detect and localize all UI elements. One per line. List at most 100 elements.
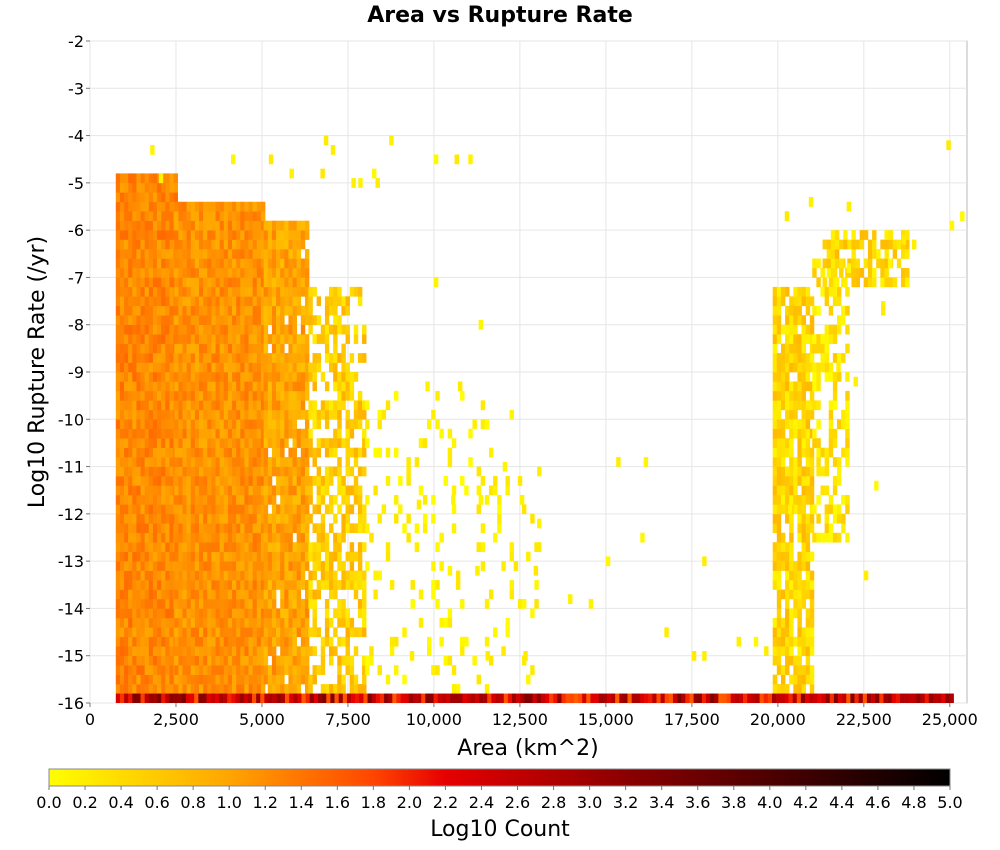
heatmap-bin <box>337 353 342 363</box>
heatmap-bin <box>244 457 249 467</box>
heatmap-bin <box>837 466 842 477</box>
heatmap-bin <box>240 220 245 231</box>
heatmap-bin <box>174 570 179 581</box>
heatmap-bin <box>223 428 229 439</box>
heatmap-bin <box>280 381 285 392</box>
heatmap-bin <box>263 438 269 448</box>
heatmap-bin <box>345 409 350 420</box>
heatmap-bin <box>324 305 330 316</box>
heatmap-bin <box>215 589 220 600</box>
heatmap-bin <box>243 693 249 703</box>
heatmap-bin <box>252 589 258 600</box>
heatmap-bin <box>240 239 245 250</box>
heatmap-bin <box>124 580 129 590</box>
heatmap-bin <box>194 447 200 458</box>
heatmap-bin <box>851 239 856 250</box>
heatmap-bin <box>174 466 179 477</box>
heatmap-bin <box>805 589 811 600</box>
heatmap-bin <box>793 343 798 354</box>
heatmap-bin <box>362 523 367 534</box>
heatmap-bin <box>341 400 346 411</box>
heatmap-bin <box>304 617 310 628</box>
heatmap-bin <box>186 580 192 590</box>
heatmap-bin <box>362 684 367 694</box>
heatmap-bin <box>822 258 827 269</box>
heatmap-bin <box>288 305 293 316</box>
heatmap-bin <box>362 617 367 628</box>
heatmap-bin <box>801 296 806 307</box>
heatmap-bin <box>363 693 368 703</box>
heatmap-bin <box>178 513 183 524</box>
heatmap-bin <box>507 693 513 703</box>
heatmap-bin <box>128 476 133 486</box>
heatmap-bin <box>169 286 174 297</box>
heatmap-bin <box>753 636 759 647</box>
heatmap-bin <box>248 551 253 562</box>
heatmap-bin <box>136 419 141 430</box>
heatmap-bin <box>304 296 310 307</box>
heatmap-bin <box>296 362 302 373</box>
heatmap-bin <box>144 409 150 420</box>
colorbar-tick-label: 2.6 <box>505 793 530 812</box>
heatmap-bin <box>793 494 798 505</box>
heatmap-bin <box>300 485 306 496</box>
heatmap-bin <box>223 372 229 382</box>
heatmap-bin <box>797 598 802 609</box>
heatmap-bin <box>203 381 208 392</box>
heatmap-bin <box>219 570 225 581</box>
heatmap-bin <box>186 296 192 307</box>
heatmap-bin <box>789 617 794 628</box>
heatmap-bin <box>772 693 777 703</box>
heatmap-bin <box>178 267 183 278</box>
heatmap-bin <box>776 636 782 647</box>
heatmap-bin <box>232 267 237 278</box>
heatmap-bin <box>199 305 204 316</box>
heatmap-bin <box>186 362 192 373</box>
heatmap-bin <box>178 258 183 269</box>
heatmap-bin <box>227 580 233 590</box>
heatmap-bin <box>144 390 150 401</box>
heatmap-bin <box>418 589 424 600</box>
heatmap-bin <box>132 277 137 288</box>
heatmap-bin <box>296 617 302 628</box>
heatmap-bins <box>115 135 965 703</box>
colorbar-tick-label: 2.8 <box>541 793 566 812</box>
heatmap-bin <box>373 589 378 600</box>
heatmap-bin <box>330 693 335 703</box>
heatmap-bin <box>132 334 137 344</box>
heatmap-bin <box>236 617 241 628</box>
heatmap-bin <box>219 655 225 666</box>
heatmap-bin <box>157 617 162 628</box>
heatmap-bin <box>351 178 356 188</box>
heatmap-bin <box>304 409 310 420</box>
heatmap-bin <box>776 523 782 534</box>
heatmap-bin <box>174 617 179 628</box>
heatmap-bin <box>223 400 229 411</box>
heatmap-bin <box>422 523 428 534</box>
heatmap-bin <box>119 372 125 382</box>
heatmap-bin <box>199 390 204 401</box>
heatmap-bin <box>832 504 838 515</box>
heatmap-bin <box>161 305 166 316</box>
heatmap-bin <box>300 409 306 420</box>
heatmap-bin <box>165 636 170 647</box>
heatmap-bin <box>288 428 293 439</box>
heatmap-bin <box>534 598 539 609</box>
heatmap-bin <box>140 693 145 703</box>
heatmap-bin <box>232 324 237 335</box>
heatmap-bin <box>190 655 196 666</box>
heatmap-bin <box>772 476 778 486</box>
heatmap-bin <box>240 362 245 373</box>
heatmap-bin <box>157 428 162 439</box>
heatmap-bin <box>276 627 281 638</box>
heatmap-bin <box>805 646 811 657</box>
heatmap-bin <box>785 665 790 675</box>
heatmap-bin <box>304 561 310 571</box>
heatmap-bin <box>464 636 469 647</box>
heatmap-bin <box>148 249 154 259</box>
heatmap-bin <box>832 381 838 392</box>
heatmap-bin <box>256 315 262 326</box>
heatmap-bin <box>276 608 281 619</box>
heatmap-bin <box>248 334 253 344</box>
heatmap-bin <box>767 693 773 703</box>
